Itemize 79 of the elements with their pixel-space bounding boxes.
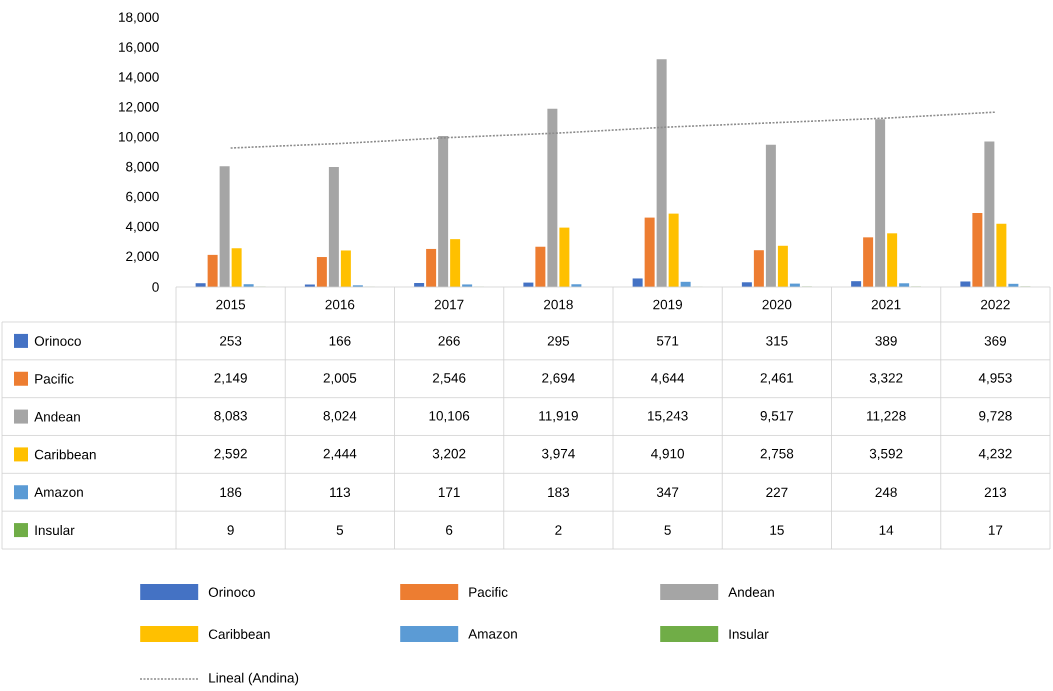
data-label: 17	[988, 525, 1003, 535]
data-label: 248	[875, 487, 897, 498]
data-label: 113	[330, 487, 351, 498]
data-label: 4,644	[651, 373, 685, 385]
x-tick-label: 2021	[871, 299, 901, 310]
data-label: 11,919	[539, 411, 578, 423]
data-label: 14	[879, 525, 894, 535]
data-label: 266	[438, 336, 460, 346]
y-tick-label: 6,000	[126, 191, 159, 203]
data-label: 571	[656, 336, 679, 346]
data-label: 3,592	[869, 448, 903, 460]
legend-label: Lineal (Andina)	[209, 672, 299, 686]
data-label: 2,005	[323, 373, 357, 385]
data-label: 171	[438, 487, 460, 497]
data-label: 2	[555, 525, 562, 535]
y-tick-label: 18,000	[119, 12, 159, 24]
data-label: 4,232	[978, 448, 1012, 460]
data-label: 15,243	[648, 411, 688, 423]
data-label: 9,728	[979, 411, 1012, 423]
x-tick-label: 2017	[434, 299, 464, 310]
legend-label: Caribbean	[34, 449, 96, 460]
data-label: 2,149	[214, 373, 247, 385]
data-label: 9,517	[760, 411, 794, 423]
data-label: 4,953	[978, 373, 1012, 385]
data-label: 227	[766, 487, 788, 497]
data-label: 3,322	[869, 373, 903, 385]
data-label: 315	[766, 336, 788, 346]
data-label: 2,592	[214, 448, 247, 460]
y-tick-label: 0	[152, 282, 159, 292]
data-label: 2,444	[323, 448, 357, 460]
data-label: 11,228	[867, 411, 906, 423]
data-label: 347	[656, 487, 679, 498]
data-label: 5	[336, 525, 344, 535]
data-label: 183	[548, 487, 570, 498]
x-tick-label: 2015	[216, 299, 246, 310]
x-tick-label: 2019	[653, 299, 683, 310]
data-label: 2,461	[760, 373, 794, 385]
y-tick-label: 4,000	[125, 221, 159, 233]
text: Orinoco	[208, 587, 255, 597]
x-tick-label: 2022	[981, 299, 1010, 310]
data-label: 4,910	[651, 448, 684, 460]
data-label: 2,694	[542, 373, 575, 385]
y-tick-label: 16,000	[119, 42, 159, 54]
data-label: 8,083	[214, 411, 247, 423]
y-tick-label: 10,000	[119, 131, 159, 144]
x-tick-label: 2016	[325, 299, 355, 310]
y-tick-label: 2,000	[126, 251, 159, 263]
data-label: 253	[220, 336, 242, 346]
y-tick-label: 8,000	[126, 161, 159, 174]
y-tick-label: 14,000	[119, 72, 159, 84]
data-label: 369	[984, 336, 1007, 346]
legend-label: Amazon	[34, 487, 83, 497]
legend-label: Insular	[35, 525, 75, 536]
data-label: 10,106	[429, 411, 470, 423]
data-label: 213	[984, 487, 1007, 498]
legend-label: Orinoco	[34, 335, 81, 346]
text: Pacific	[469, 587, 508, 597]
data-label: 9	[227, 525, 234, 535]
text: Caribbean	[208, 629, 270, 639]
data-label: 166	[329, 336, 351, 346]
data-label: 3,974	[542, 448, 575, 460]
data-label: 295	[547, 336, 570, 346]
legend-label: Pacific	[35, 373, 74, 384]
text: Andean	[728, 587, 774, 597]
data-label: 389	[875, 336, 897, 346]
data-label: 2,758	[760, 448, 794, 460]
text: Insular	[729, 629, 769, 639]
data-label: 3,202	[432, 448, 466, 460]
x-tick-label: 2020	[762, 299, 792, 310]
data-label: 2,546	[432, 373, 466, 385]
data-label: 5	[664, 525, 671, 535]
data-label: 8,024	[323, 411, 357, 423]
text: Amazon	[468, 629, 517, 639]
x-tick-label: 2018	[544, 299, 573, 310]
legend-label: Andean	[34, 411, 80, 422]
y-tick-label: 12,000	[119, 102, 159, 114]
data-label: 6	[446, 525, 453, 535]
data-label: 15	[770, 525, 784, 535]
data-label: 186	[220, 487, 242, 498]
